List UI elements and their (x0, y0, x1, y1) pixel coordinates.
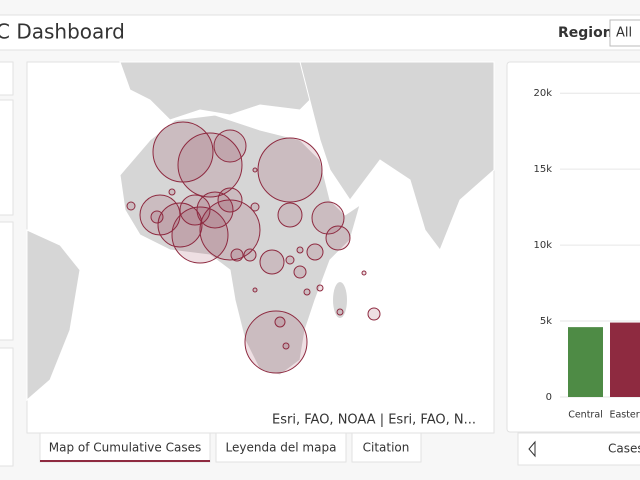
tab[interactable] (39, 432, 211, 463)
filter-label: Region (558, 25, 613, 41)
header-bar (0, 14, 640, 51)
filter-value: All (616, 26, 632, 41)
case-bubble (367, 307, 381, 321)
case-bubble (243, 248, 257, 262)
case-bubble (282, 342, 290, 350)
case-bubble (252, 167, 258, 173)
case-bubble (230, 248, 244, 262)
case-bubble (177, 132, 243, 198)
tab-label: Leyenda del mapa (226, 441, 337, 455)
y-tick-label: 15k (533, 164, 552, 175)
case-bubble (257, 137, 323, 203)
case-bubble (126, 201, 136, 211)
side-panel (0, 61, 14, 96)
case-bubble (213, 129, 247, 163)
case-bubble (196, 191, 234, 229)
prev-arrow[interactable] (528, 440, 536, 458)
chart-nav (517, 432, 640, 466)
case-bubble (293, 265, 307, 279)
bar (568, 327, 603, 397)
case-bubble (150, 210, 164, 224)
case-bubble (316, 284, 324, 292)
side-panel (0, 221, 14, 341)
case-bubble (250, 202, 260, 212)
case-bubble (157, 202, 203, 248)
tab-label: Citation (363, 441, 410, 455)
dashboard-title: C Dashboard (0, 20, 125, 44)
x-axis-label: Cases (608, 442, 640, 456)
side-panel (0, 99, 14, 216)
land (26, 229, 81, 402)
case-bubble (285, 255, 295, 265)
land (299, 61, 495, 252)
case-bubble (259, 249, 285, 275)
case-bubble (306, 243, 324, 261)
case-bubble (168, 188, 176, 196)
x-tick-label: Central (568, 410, 603, 421)
map[interactable]: Esri, FAO, NOAA | Esri, FAO, N... (26, 61, 495, 434)
chart-panel (506, 61, 640, 433)
y-tick-label: 10k (533, 240, 552, 251)
case-bubble (303, 288, 311, 296)
case-bubble (361, 270, 367, 276)
land (119, 114, 361, 376)
bubble-layer (126, 121, 381, 374)
y-tick-label: 0 (546, 392, 552, 403)
y-tick-label: 5k (540, 316, 552, 327)
case-bubble (336, 308, 344, 316)
land (333, 282, 347, 318)
side-panel (0, 347, 14, 467)
case-bubble (217, 187, 243, 213)
map-attribution: Esri, FAO, NOAA | Esri, FAO, N... (272, 413, 476, 428)
case-bubble (274, 316, 286, 328)
case-bubble (325, 225, 351, 251)
case-bubble (252, 287, 258, 293)
bar (610, 322, 640, 397)
case-bubble (244, 310, 308, 374)
bar-chart: 0 5k 10k 15k 20k Central Eastern (533, 88, 640, 421)
filter-select[interactable] (609, 19, 640, 47)
y-tick-label: 20k (533, 88, 552, 99)
case-bubble (296, 246, 304, 254)
tab-label: Map of Cumulative Cases (49, 441, 201, 455)
x-tick-label: Eastern (609, 410, 640, 421)
case-bubble (277, 202, 303, 228)
tab[interactable] (215, 432, 347, 463)
case-bubble (179, 194, 211, 226)
tab[interactable] (351, 432, 422, 463)
